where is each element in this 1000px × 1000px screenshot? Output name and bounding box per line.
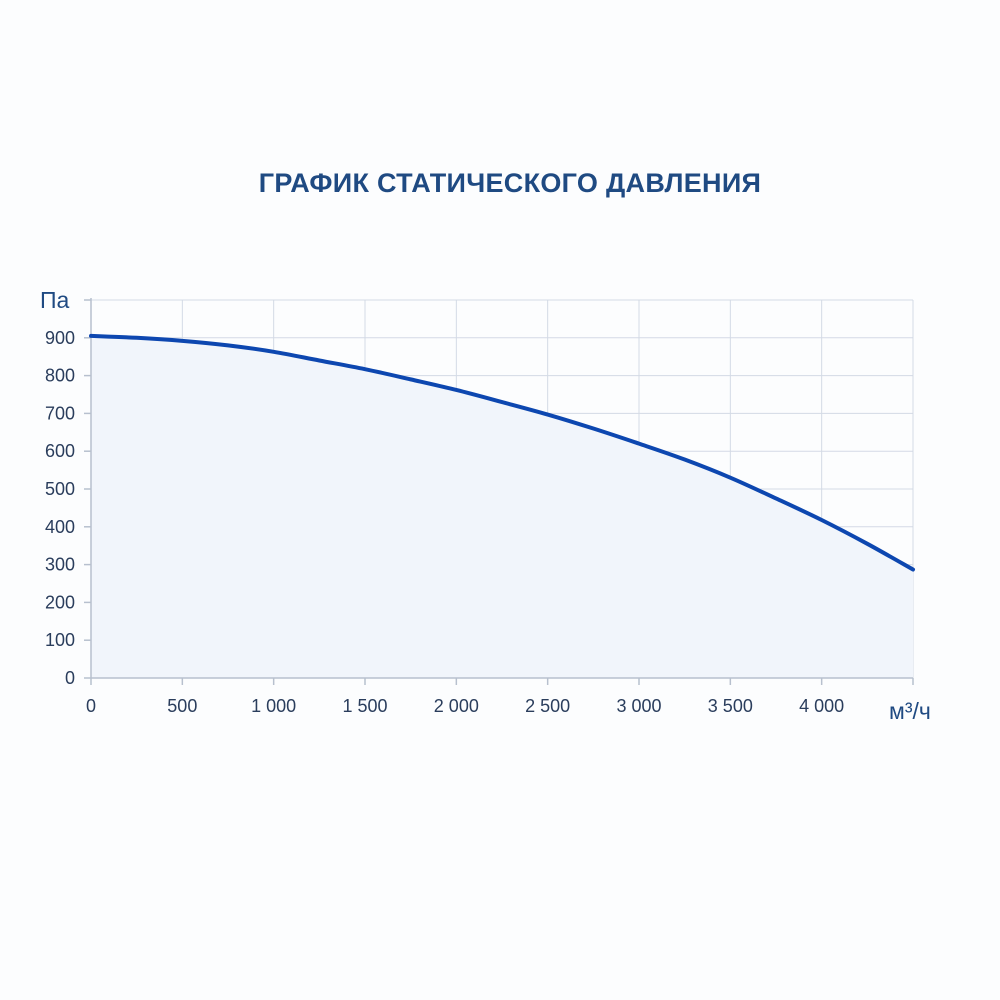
y-tick-label: 300 bbox=[45, 555, 75, 575]
y-tick-label: 700 bbox=[45, 403, 75, 423]
x-tick-label: 2 000 bbox=[434, 696, 479, 716]
y-tick-label: 600 bbox=[45, 441, 75, 461]
chart-title: ГРАФИК СТАТИЧЕСКОГО ДАВЛЕНИЯ bbox=[258, 168, 762, 198]
y-axis-unit: Па bbox=[40, 287, 70, 313]
x-tick-label: 500 bbox=[167, 696, 197, 716]
x-axis-unit: м³/ч bbox=[889, 698, 931, 724]
y-tick-label: 500 bbox=[45, 479, 75, 499]
y-tick-label: 100 bbox=[45, 630, 75, 650]
pressure-curve bbox=[89, 333, 915, 572]
x-tick-label: 2 500 bbox=[525, 696, 570, 716]
y-tick-label: 800 bbox=[45, 366, 75, 386]
x-tick-label: 1 500 bbox=[342, 696, 387, 716]
y-tick-label: 900 bbox=[45, 328, 75, 348]
axes bbox=[84, 298, 914, 685]
y-tick-label: 0 bbox=[65, 668, 75, 688]
x-tick-label: 1 000 bbox=[251, 696, 296, 716]
x-tick-label: 0 bbox=[86, 696, 96, 716]
y-tick-label: 400 bbox=[45, 517, 75, 537]
x-tick-label: 4 000 bbox=[799, 696, 844, 716]
y-tick-label: 200 bbox=[45, 592, 75, 612]
curve-area-fill bbox=[91, 335, 913, 678]
x-tick-label: 3 500 bbox=[708, 696, 753, 716]
tick-labels: 0 500 1 000 1 500 2 000 2 500 3 000 3 500 4 000 0… bbox=[45, 328, 844, 716]
x-tick-label: 3 000 bbox=[616, 696, 661, 716]
